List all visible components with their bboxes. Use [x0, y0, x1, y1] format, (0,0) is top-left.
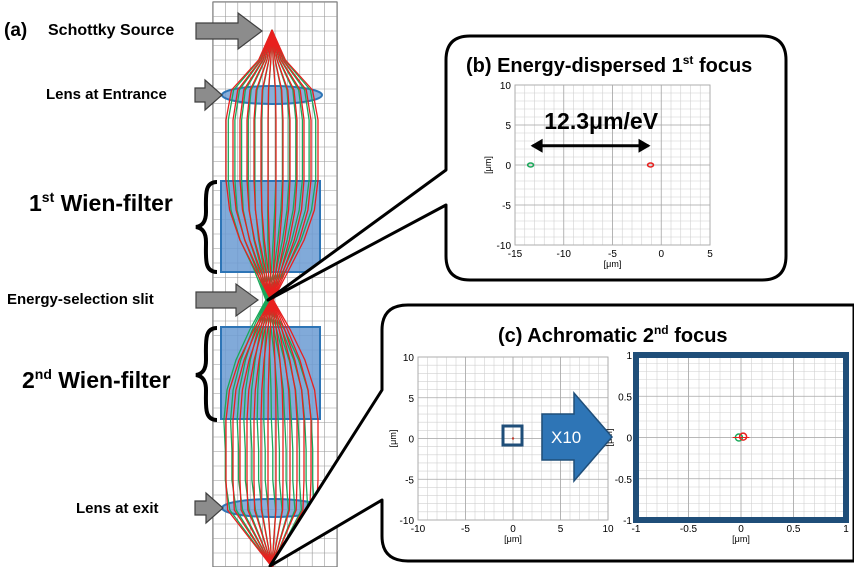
y-tick-label: 5 [408, 394, 414, 405]
y-tick-label: 0 [626, 434, 632, 445]
focus-spot-red [646, 162, 655, 168]
x-axis-label: [μm] [604, 259, 622, 269]
label-energy-selection-slit: Energy-selection slit [7, 291, 154, 308]
magnify-label: X10 [551, 428, 581, 447]
label-wien-filter-1: 1st Wien-filter [29, 189, 173, 216]
x-tick-label: 0.5 [787, 524, 801, 535]
y-tick-label: 5 [505, 121, 511, 132]
panel-b-title: (b) Energy-dispersed 1st focus [466, 53, 752, 77]
x-axis-label: [μm] [504, 534, 522, 544]
x-tick-label: -10 [557, 249, 572, 260]
x-tick-label: 5 [707, 249, 713, 260]
x-tick-label: -10 [411, 524, 426, 535]
dispersion-arrowhead-right [638, 138, 651, 153]
zoom-box [501, 424, 524, 447]
y-tick-label: -0.5 [615, 475, 633, 486]
focus-spot-red [738, 432, 748, 441]
y-tick-label: -1 [623, 516, 632, 527]
x-tick-label: -5 [608, 249, 617, 260]
y-tick-label: -10 [400, 516, 415, 527]
y-axis-label: [μm] [388, 430, 398, 448]
brace-wien-filter-2 [195, 326, 218, 422]
y-tick-label: 0 [505, 161, 511, 172]
y-tick-label: 10 [500, 81, 512, 92]
x-tick-label: 0 [658, 249, 664, 260]
arrow-exit-lens [194, 491, 224, 525]
y-tick-label: 1 [626, 351, 632, 362]
plot-b: -15 10 -10 5 -5 0 0 -5 5 -10 [μm] [μm] 12.3μm/eV [483, 81, 713, 269]
y-tick-label: -5 [405, 475, 414, 486]
panel-a-title: (a) [4, 20, 27, 41]
y-tick-label: 0 [408, 435, 414, 446]
dispersion-arrowhead-left [530, 138, 543, 153]
brace-wien-filter-1 [195, 180, 218, 274]
arrow-slit [195, 282, 260, 318]
x-tick-label: 0 [738, 524, 744, 535]
y-tick-label: -5 [502, 201, 511, 212]
ray-red [271, 29, 319, 567]
x-axis-label: [μm] [732, 534, 750, 544]
x-tick-label: -1 [632, 524, 641, 535]
focus-spot [511, 437, 515, 440]
y-tick-label: 0.5 [618, 392, 632, 403]
x-tick-label: -15 [508, 249, 523, 260]
arrow-entrance-lens [194, 78, 223, 112]
optics-column [212, 1, 338, 567]
dispersion-label: 12.3μm/eV [544, 108, 658, 134]
x-tick-label: 1 [843, 524, 849, 535]
arrow-source [195, 11, 263, 51]
zoom-frame [633, 352, 849, 523]
y-tick-label: -10 [497, 241, 512, 252]
x-tick-label: 0 [510, 524, 516, 535]
x-tick-label: 5 [558, 524, 564, 535]
panel-c-title: (c) Achromatic 2nd focus [498, 323, 728, 347]
label-wien-filter-2: 2nd Wien-filter [22, 366, 171, 393]
label-schottky-source: Schottky Source [48, 22, 174, 39]
focus-spot-green [526, 162, 535, 168]
x-tick-label: 10 [602, 524, 614, 535]
magnify-arrow [541, 390, 613, 484]
y-tick-label: 10 [403, 353, 415, 364]
x-tick-label: -0.5 [680, 524, 698, 535]
label-exit-lens: Lens at exit [76, 500, 159, 517]
y-axis-label: [μm] [483, 156, 493, 174]
label-entrance-lens: Lens at Entrance [46, 86, 167, 103]
x-tick-label: -5 [461, 524, 470, 535]
